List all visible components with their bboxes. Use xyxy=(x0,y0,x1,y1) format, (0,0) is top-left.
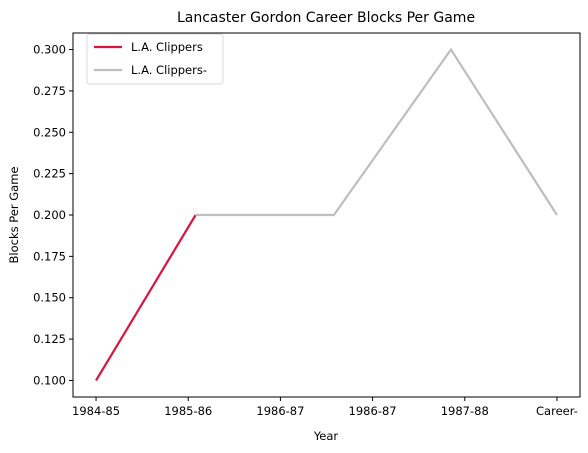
y-tick-label: 0.200 xyxy=(33,208,66,222)
legend: L.A. Clippers L.A. Clippers- xyxy=(86,33,224,85)
y-axis-ticks: 0.100 0.125 0.150 0.175 0.200 0.225 0.250 0.275… xyxy=(33,43,73,387)
y-tick-label: 0.275 xyxy=(33,84,66,98)
y-tick-label: 0.125 xyxy=(33,332,66,346)
y-tick-label: 0.225 xyxy=(33,167,66,181)
series-layer xyxy=(95,47,558,382)
plot-area: 1984-85 1985-86 1986-87 1986-87 1987-88 Caree… xyxy=(33,32,581,418)
x-tick-label: 1987-88 xyxy=(441,404,489,418)
legend-label-clippers: L.A. Clippers xyxy=(131,40,203,54)
x-tick-label: 1986-87 xyxy=(349,404,397,418)
series-line-clippers-dash xyxy=(195,47,558,217)
y-tick-label: 0.250 xyxy=(33,125,66,139)
series-line-clippers xyxy=(95,214,197,382)
legend-label-clippers-dash: L.A. Clippers- xyxy=(131,63,207,77)
y-tick-label: 0.150 xyxy=(33,291,66,305)
x-tick-label: 1985-86 xyxy=(164,404,212,418)
y-tick-label: 0.300 xyxy=(33,43,66,57)
x-axis-ticks: 1984-85 1985-86 1986-87 1986-87 1987-88 Caree… xyxy=(72,397,578,418)
chart-title: Lancaster Gordon Career Blocks Per Game xyxy=(177,10,475,26)
y-axis-label: Blocks Per Game xyxy=(7,167,21,264)
x-tick-label: Career- xyxy=(536,404,578,418)
x-tick-label: 1986-87 xyxy=(256,404,304,418)
y-tick-label: 0.175 xyxy=(33,249,66,263)
x-axis-label: Year xyxy=(313,429,339,443)
y-tick-label: 0.100 xyxy=(33,373,66,387)
x-tick-label: 1984-85 xyxy=(72,404,120,418)
